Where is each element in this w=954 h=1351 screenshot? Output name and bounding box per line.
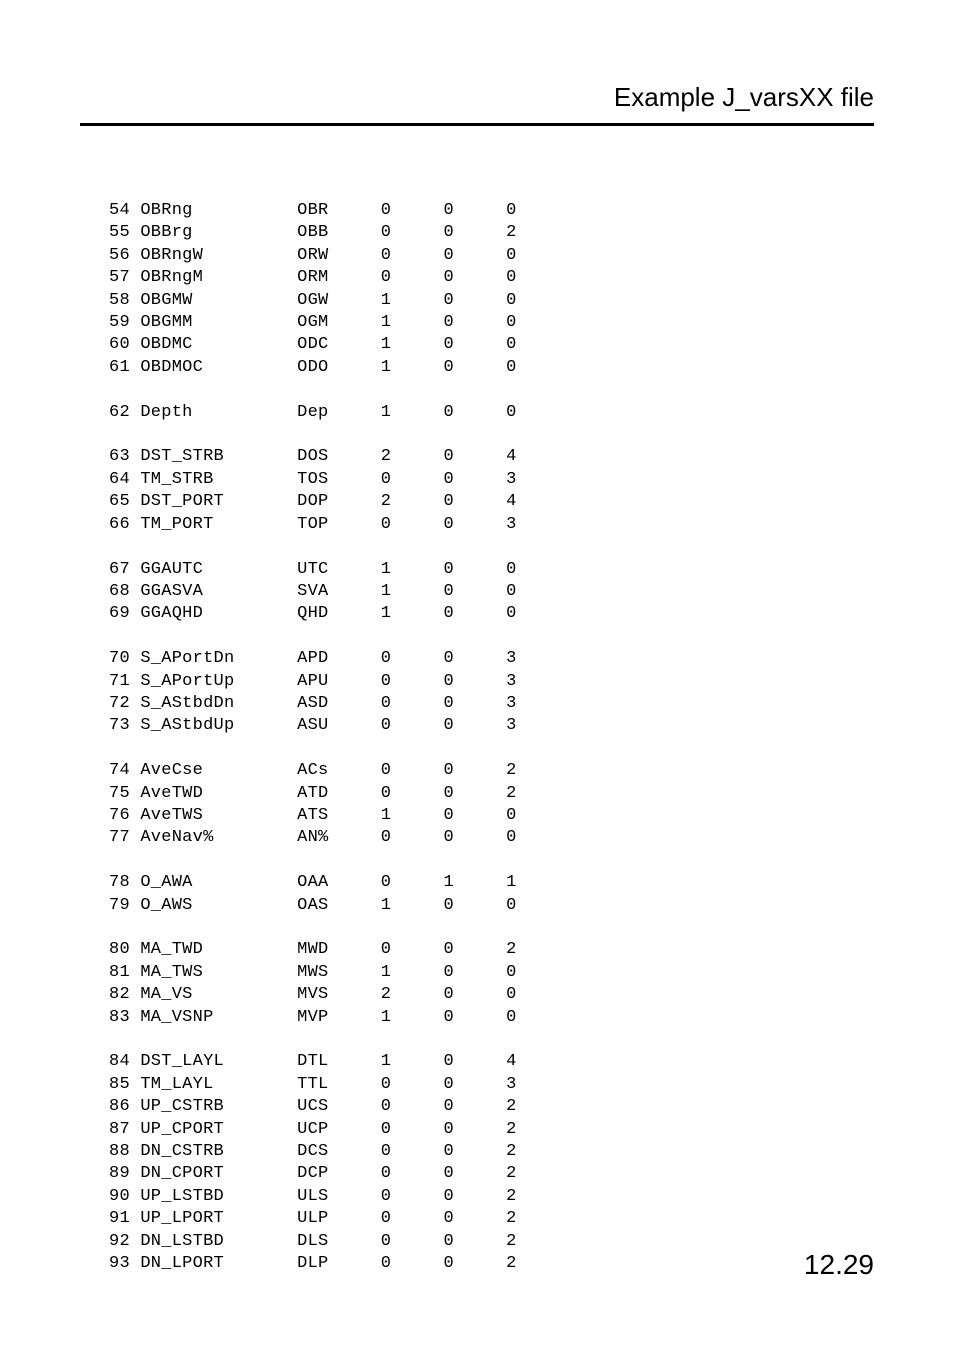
table-row: 84 DST_LAYL DTL 1 0 4 [109, 1051, 517, 1073]
table-row: 74 AveCse ACs 0 0 2 [109, 760, 517, 782]
table-row: 67 GGAUTC UTC 1 0 0 [109, 559, 517, 581]
table-row: 56 OBRngW ORW 0 0 0 [109, 245, 517, 267]
table-row: 62 Depth Dep 1 0 0 [109, 402, 517, 424]
table-row: 58 OBGMW OGW 1 0 0 [109, 290, 517, 312]
table-row: 80 MA_TWD MWD 0 0 2 [109, 939, 517, 961]
table-row [109, 1029, 517, 1051]
table-row [109, 738, 517, 760]
table-row: 68 GGASVA SVA 1 0 0 [109, 581, 517, 603]
page-header: Example J_varsXX file [80, 82, 874, 126]
table-row: 90 UP_LSTBD ULS 0 0 2 [109, 1186, 517, 1208]
table-row: 88 DN_CSTRB DCS 0 0 2 [109, 1141, 517, 1163]
table-row: 78 O_AWA OAA 0 1 1 [109, 872, 517, 894]
table-row: 66 TM_PORT TOP 0 0 3 [109, 514, 517, 536]
table-row [109, 536, 517, 558]
table-row [109, 850, 517, 872]
table-row: 54 OBRng OBR 0 0 0 [109, 200, 517, 222]
table-row: 87 UP_CPORT UCP 0 0 2 [109, 1119, 517, 1141]
table-row: 60 OBDMC ODC 1 0 0 [109, 334, 517, 356]
table-row: 77 AveNav% AN% 0 0 0 [109, 827, 517, 849]
table-row: 65 DST_PORT DOP 2 0 4 [109, 491, 517, 513]
table-row: 79 O_AWS OAS 1 0 0 [109, 895, 517, 917]
table-row: 71 S_APortUp APU 0 0 3 [109, 671, 517, 693]
table-row: 72 S_AStbdDn ASD 0 0 3 [109, 693, 517, 715]
page-number: 12.29 [804, 1249, 874, 1281]
table-row: 55 OBBrg OBB 0 0 2 [109, 222, 517, 244]
table-row: 69 GGAQHD QHD 1 0 0 [109, 603, 517, 625]
table-row: 81 MA_TWS MWS 1 0 0 [109, 962, 517, 984]
table-row: 59 OBGMM OGM 1 0 0 [109, 312, 517, 334]
table-row [109, 379, 517, 401]
table-row: 86 UP_CSTRB UCS 0 0 2 [109, 1096, 517, 1118]
page-title: Example J_varsXX file [614, 82, 874, 112]
table-row: 75 AveTWD ATD 0 0 2 [109, 783, 517, 805]
table-row: 89 DN_CPORT DCP 0 0 2 [109, 1163, 517, 1185]
table-row [109, 626, 517, 648]
table-row: 57 OBRngM ORM 0 0 0 [109, 267, 517, 289]
data-table: 54 OBRng OBR 0 0 055 OBBrg OBB 0 0 256 O… [109, 200, 517, 1276]
table-row [109, 917, 517, 939]
table-row: 70 S_APortDn APD 0 0 3 [109, 648, 517, 670]
table-row: 76 AveTWS ATS 1 0 0 [109, 805, 517, 827]
table-row: 63 DST_STRB DOS 2 0 4 [109, 446, 517, 468]
table-row: 64 TM_STRB TOS 0 0 3 [109, 469, 517, 491]
table-row: 82 MA_VS MVS 2 0 0 [109, 984, 517, 1006]
table-row: 91 UP_LPORT ULP 0 0 2 [109, 1208, 517, 1230]
table-row: 73 S_AStbdUp ASU 0 0 3 [109, 715, 517, 737]
table-row: 83 MA_VSNP MVP 1 0 0 [109, 1007, 517, 1029]
table-row: 85 TM_LAYL TTL 0 0 3 [109, 1074, 517, 1096]
table-row [109, 424, 517, 446]
table-row: 93 DN_LPORT DLP 0 0 2 [109, 1253, 517, 1275]
table-row: 61 OBDMOC ODO 1 0 0 [109, 357, 517, 379]
table-row: 92 DN_LSTBD DLS 0 0 2 [109, 1231, 517, 1253]
